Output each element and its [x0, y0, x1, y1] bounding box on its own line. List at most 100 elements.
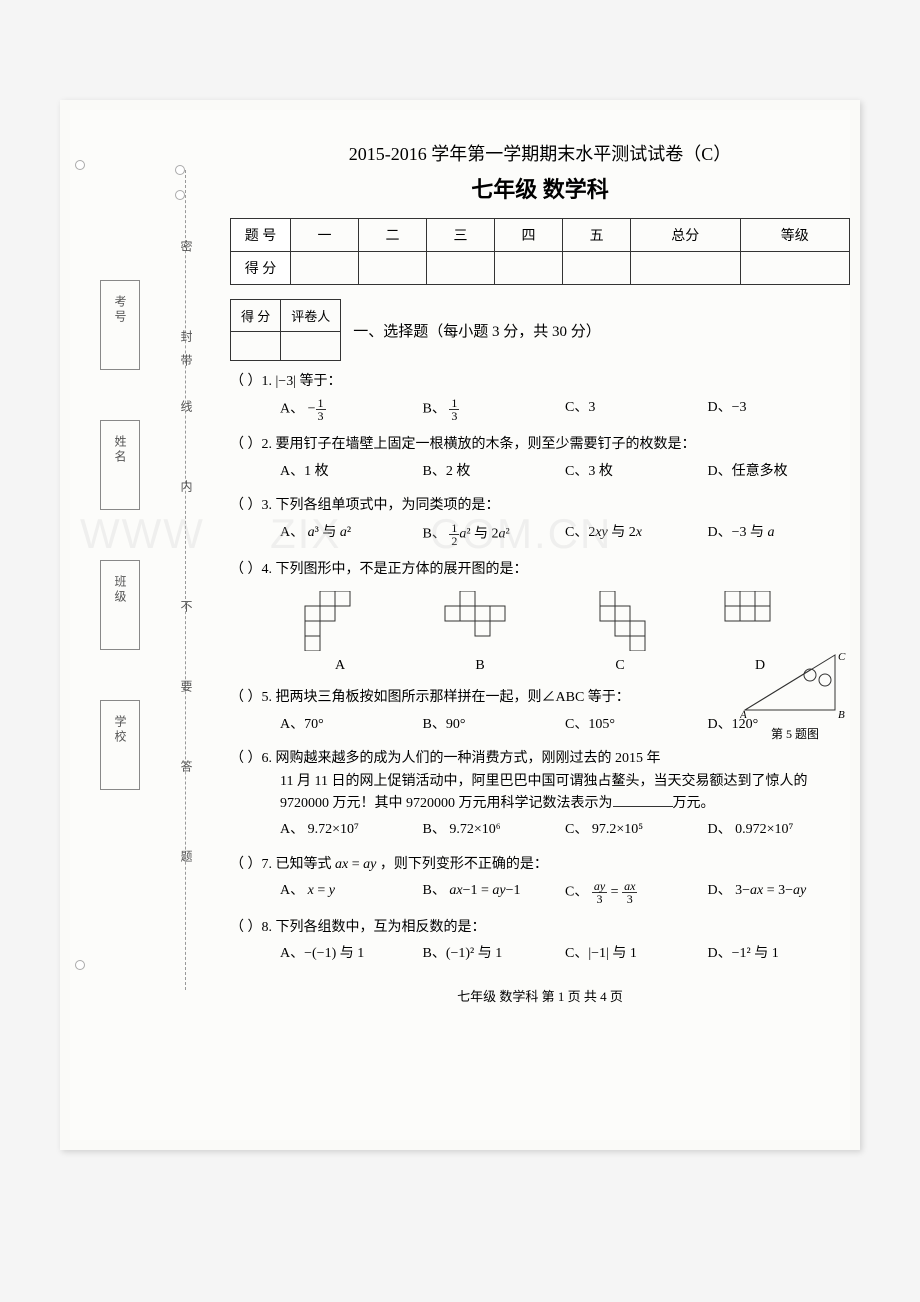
section-title: 一、选择题（每小题 3 分，共 30 分）	[353, 320, 601, 341]
q1-opt-a: A、 −13	[280, 397, 423, 422]
score-col: 总分	[631, 219, 740, 252]
question-7: （ ）7. 已知等式 ax = ay ，则下列变形不正确的是： A、 x = y…	[230, 854, 850, 907]
table-row: 得 分	[231, 252, 850, 285]
q2-stem: （ ）2. 要用钉子在墙壁上固定一根横放的木条，则至少需要钉子的枚数是：	[230, 437, 696, 452]
q7-opt-b: B、 ax−1 = ay−1	[423, 880, 566, 905]
net-a: A	[300, 591, 380, 677]
q3-stem: （ ）3. 下列各组单项式中，为同类项的是：	[230, 498, 500, 513]
q6-line3-after: 万元。	[673, 796, 715, 811]
q8-opt-c: C、|−1| 与 1	[565, 943, 708, 965]
q5-opt-c: C、105°	[565, 714, 708, 736]
seal-char: 线	[178, 400, 195, 412]
question-1: （ ）1. |−3| 等于： A、 −13 B、 13 C、3 D、−3	[230, 371, 850, 424]
class-label: 班 级	[112, 575, 129, 602]
seal-char: 不	[178, 600, 195, 612]
school-label: 学 校	[112, 715, 129, 742]
q8-stem: （ ）8. 下列各组数中，互为相反数的是：	[230, 920, 486, 935]
inner-page: 考 号 姓 名 班 级 学 校 密 封 带 线 内 不 要 答 题 2015-2…	[70, 110, 850, 1140]
score-cell	[631, 252, 740, 285]
q3-opt-a: A、 a³ 与 a²	[280, 522, 423, 547]
net-label: A	[335, 655, 345, 677]
table-row: 题 号 一 二 三 四 五 总分 等级	[231, 219, 850, 252]
section-head: 得 分 评卷人 一、选择题（每小题 3 分，共 30 分）	[230, 299, 850, 361]
q3-opt-b: B、 12a² 与 2a²	[423, 522, 566, 547]
name-label: 姓 名	[112, 435, 129, 462]
q6-line2: 11 月 11 日的网上促销活动中，阿里巴巴中国可谓独占鳌头，当天交易额达到了惊…	[280, 774, 807, 789]
q8-opt-d: D、−1² 与 1	[708, 943, 851, 965]
q7-opt-c: C、 ay3 = ax3	[565, 880, 708, 905]
page-container: 考 号 姓 名 班 级 学 校 密 封 带 线 内 不 要 答 题 2015-2…	[60, 100, 860, 1150]
class-box	[100, 560, 140, 650]
score-cell	[359, 252, 427, 285]
svg-text:C: C	[838, 651, 846, 663]
seal-char: 内	[178, 480, 195, 492]
net-label: C	[615, 655, 624, 677]
question-3: （ ）3. 下列各组单项式中，为同类项的是： A、 a³ 与 a² B、 12a…	[230, 495, 850, 548]
q1-options: A、 −13 B、 13 C、3 D、−3	[280, 397, 850, 424]
seal-char: 答	[178, 760, 195, 772]
q3-opt-d: D、−3 与 a	[708, 522, 851, 547]
q6-line3: 9720000 万元！其中 9720000 万元用科学记数法表示为 万元。	[280, 796, 715, 811]
net-b: B	[440, 591, 520, 677]
net-label: B	[475, 655, 484, 677]
cube-net-icon	[300, 591, 380, 651]
score-col: 四	[495, 219, 563, 252]
seal-char: 题	[178, 850, 195, 862]
score-col: 三	[427, 219, 495, 252]
q7-opt-a: A、 x = y	[280, 880, 423, 905]
q7-options: A、 x = y B、 ax−1 = ay−1 C、 ay3 = ax3 D、 …	[280, 880, 850, 907]
cube-net-icon	[580, 591, 660, 651]
score-row-label: 得 分	[231, 252, 291, 285]
page-subtitle: 七年级 数学科	[230, 172, 850, 204]
q2-opt-c: C、3 枚	[565, 461, 708, 483]
q6-line1: （ ）6. 网购越来越多的成为人们的一种消费方式，刚刚过去的 2015 年	[230, 751, 661, 766]
q8-opt-b: B、(−1)² 与 1	[423, 943, 566, 965]
q7-opt-d: D、 3−ax = 3−ay	[708, 880, 851, 905]
q6-opt-c: C、 97.2×10⁵	[565, 819, 708, 841]
score-cell	[291, 252, 359, 285]
score-table: 题 号 一 二 三 四 五 总分 等级 得 分	[230, 218, 850, 285]
cube-net-icon	[440, 591, 520, 651]
grader-cell: 评卷人	[281, 300, 341, 332]
q3-opt-c: C、2xy 与 2x	[565, 522, 708, 547]
q3-options: A、 a³ 与 a² B、 12a² 与 2a² C、2xy 与 2x D、−3…	[280, 522, 850, 549]
q2-opt-a: A、1 枚	[280, 461, 423, 483]
exam-id-label: 考 号	[112, 295, 129, 322]
score-col: 五	[563, 219, 631, 252]
score-col: 二	[359, 219, 427, 252]
q2-opt-b: B、2 枚	[423, 461, 566, 483]
q6-opt-b: B、 9.72×10⁶	[423, 819, 566, 841]
q6-line3-before: 9720000 万元！其中 9720000 万元用科学记数法表示为	[280, 796, 613, 811]
q1-opt-c: C、3	[565, 397, 708, 422]
seal-circle	[175, 190, 185, 200]
page-title: 2015-2016 学年第一学期期末水平测试试卷（C）	[230, 140, 850, 166]
binding-hole	[75, 160, 85, 170]
q2-options: A、1 枚 B、2 枚 C、3 枚 D、任意多枚	[280, 461, 850, 485]
question-8: （ ）8. 下列各组数中，互为相反数的是： A、−(−1) 与 1 B、(−1)…	[230, 917, 850, 968]
score-col: 一	[291, 219, 359, 252]
seal-char: 封	[178, 330, 195, 342]
binding-hole	[75, 960, 85, 970]
exam-id-box	[100, 280, 140, 370]
cube-net-icon	[720, 591, 800, 651]
grader-blank	[281, 332, 341, 361]
grader-table: 得 分 评卷人	[230, 299, 341, 361]
seal-circle	[175, 165, 185, 175]
score-cell	[740, 252, 850, 285]
seal-dashed-line	[185, 170, 186, 990]
seal-char-small: 带	[178, 354, 195, 366]
question-2: （ ）2. 要用钉子在墙壁上固定一根横放的木条，则至少需要钉子的枚数是： A、1…	[230, 434, 850, 485]
main-content: 2015-2016 学年第一学期期末水平测试试卷（C） 七年级 数学科 题 号 …	[230, 140, 850, 1005]
q8-options: A、−(−1) 与 1 B、(−1)² 与 1 C、|−1| 与 1 D、−1²…	[280, 943, 850, 967]
q5-opt-b: B、90°	[423, 714, 566, 736]
q4-stem: （ ）4. 下列图形中，不是正方体的展开图的是：	[230, 562, 528, 577]
q5-opt-d: D、120°	[708, 714, 851, 736]
q7-stem: （ ）7. 已知等式 ax = ay ，则下列变形不正确的是：	[230, 857, 548, 872]
q2-opt-d: D、任意多枚	[708, 461, 851, 483]
q6-opt-a: A、 9.72×10⁷	[280, 819, 423, 841]
binding-margin: 考 号 姓 名 班 级 学 校 密 封 带 线 内 不 要 答 题	[70, 110, 210, 1140]
grader-blank	[231, 332, 281, 361]
blank-line	[613, 793, 673, 807]
school-box	[100, 700, 140, 790]
score-cell	[495, 252, 563, 285]
